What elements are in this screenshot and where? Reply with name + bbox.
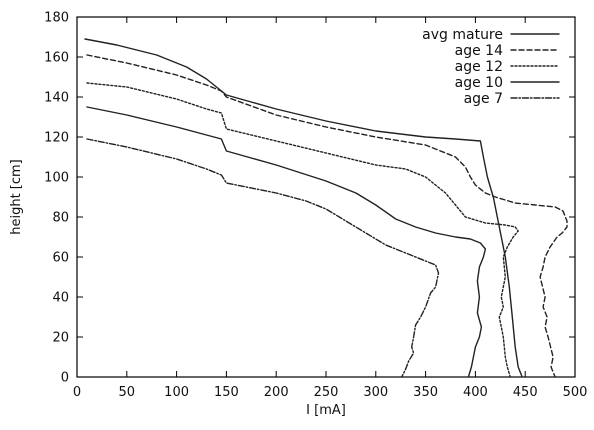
x-tick-label-1: 50 xyxy=(119,385,136,400)
series-line-age-14 xyxy=(86,54,568,378)
x-tick-label-8: 400 xyxy=(463,385,488,400)
y-tick-label-6: 120 xyxy=(44,131,69,146)
legend-label-age-12: age 12 xyxy=(455,59,503,75)
y-tick-label-7: 140 xyxy=(44,91,69,106)
x-tick-label-10: 500 xyxy=(563,385,588,400)
x-tick-label-6: 300 xyxy=(363,385,388,400)
x-tick-label-2: 100 xyxy=(164,385,189,400)
series-line-age-7 xyxy=(86,138,440,378)
y-tick-label-0: 0 xyxy=(61,371,69,386)
series-line-age-12 xyxy=(86,82,519,378)
axis-ticks xyxy=(76,16,576,378)
x-tick-label-5: 250 xyxy=(314,385,339,400)
x-tick-label-3: 150 xyxy=(214,385,239,400)
x-tick-label-7: 350 xyxy=(413,385,438,400)
y-tick-label-5: 100 xyxy=(44,171,69,186)
legend-label-avg-mature: avg mature xyxy=(422,27,503,43)
axis-tick-labels: 0 50 100 150 200 250 300 350 400 450 500 0 20 40 60 80 1… xyxy=(44,11,587,401)
series-line-avg-mature xyxy=(84,38,523,378)
y-tick-label-4: 80 xyxy=(52,211,69,226)
legend-label-age-10: age 10 xyxy=(455,75,503,91)
y-tick-label-8: 160 xyxy=(44,51,69,66)
series-layer xyxy=(84,38,568,378)
legend-label-age-7: age 7 xyxy=(464,91,503,107)
y-tick-label-2: 40 xyxy=(52,291,69,306)
y-tick-label-1: 20 xyxy=(52,331,69,346)
x-tick-label-9: 450 xyxy=(513,385,538,400)
y-tick-label-9: 180 xyxy=(44,11,69,26)
y-tick-label-3: 60 xyxy=(52,251,69,266)
legend-label-age-14: age 14 xyxy=(455,43,503,59)
x-tick-label-4: 200 xyxy=(264,385,289,400)
series-line-age-10 xyxy=(86,106,487,378)
x-tick-label-0: 0 xyxy=(73,385,81,400)
x-axis-label: I [mA] xyxy=(306,403,346,418)
y-axis-label: height [cm] xyxy=(9,159,24,235)
